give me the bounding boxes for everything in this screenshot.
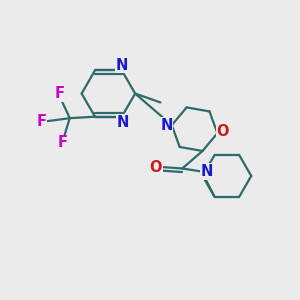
Text: F: F bbox=[57, 135, 67, 150]
Text: N: N bbox=[160, 118, 172, 133]
Text: O: O bbox=[149, 160, 162, 175]
Text: F: F bbox=[37, 114, 46, 129]
Text: F: F bbox=[54, 86, 64, 101]
Text: N: N bbox=[117, 115, 129, 130]
Text: N: N bbox=[201, 164, 213, 179]
Text: O: O bbox=[217, 124, 229, 139]
Text: N: N bbox=[116, 58, 128, 73]
